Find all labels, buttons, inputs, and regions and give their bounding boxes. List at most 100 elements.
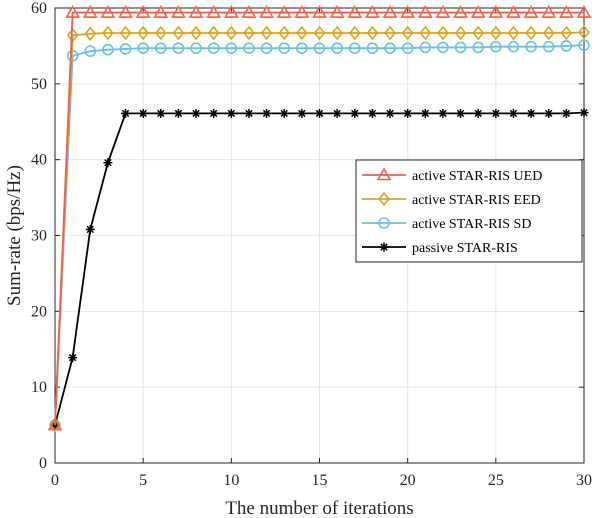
data-point	[223, 4, 239, 18]
data-point	[332, 108, 342, 118]
data-point	[523, 4, 539, 18]
asterisk-stroke	[245, 109, 253, 118]
data-point	[384, 42, 396, 54]
data-point	[102, 43, 114, 56]
asterisk-stroke	[527, 109, 535, 118]
asterisk-stroke	[315, 109, 324, 118]
series-line	[54, 31, 585, 426]
data-point	[172, 42, 185, 54]
data-point	[173, 108, 183, 118]
data-point	[278, 25, 291, 41]
data-point	[244, 108, 254, 118]
data-point	[153, 4, 169, 18]
data-point	[313, 25, 326, 41]
data-point	[541, 4, 557, 18]
data-point	[121, 108, 131, 118]
data-point	[260, 25, 273, 41]
y-tick-label: 50	[31, 76, 47, 93]
data-point	[347, 4, 363, 18]
x-tick-label: 25	[488, 472, 504, 489]
data-point	[507, 40, 520, 53]
data-point	[576, 4, 592, 18]
asterisk-stroke	[227, 109, 236, 118]
data-point	[315, 108, 324, 118]
data-point	[579, 108, 589, 118]
legend-label: active STAR-RIS UED	[412, 169, 542, 184]
data-point	[155, 42, 167, 54]
data-point	[206, 4, 222, 18]
data-point	[366, 42, 379, 54]
data-point	[296, 25, 308, 41]
series-active-star-ris-ued	[47, 4, 592, 431]
data-point	[103, 158, 113, 168]
data-point	[276, 4, 292, 18]
data-point	[135, 4, 151, 18]
data-point	[350, 108, 360, 118]
asterisk-stroke	[386, 109, 394, 118]
legend-item: active STAR-RIS SD	[362, 217, 531, 232]
data-point	[241, 4, 257, 18]
data-point	[560, 40, 573, 52]
data-point	[331, 25, 343, 41]
data-point	[172, 25, 185, 41]
data-point	[525, 25, 537, 41]
asterisk-stroke	[474, 109, 482, 118]
data-point	[66, 28, 79, 43]
data-point	[84, 45, 97, 58]
asterisk-stroke	[580, 108, 588, 117]
data-point	[331, 42, 343, 54]
asterisk-stroke	[403, 109, 412, 118]
data-point	[137, 25, 149, 41]
data-point	[401, 25, 414, 41]
data-point	[137, 42, 149, 54]
axis-ticks: 0 5 10 15 20 25 30 0 10 20 30 40 50 60	[31, 0, 592, 489]
series-group	[47, 4, 592, 433]
data-point	[85, 224, 95, 234]
data-point	[138, 108, 148, 118]
data-point	[278, 42, 291, 54]
data-point	[367, 108, 377, 118]
data-point	[578, 24, 590, 40]
data-point	[401, 42, 414, 54]
data-point	[209, 108, 219, 118]
data-point	[313, 42, 326, 54]
data-point	[348, 42, 361, 54]
data-point	[279, 108, 289, 118]
data-point	[419, 41, 432, 54]
data-point	[542, 25, 555, 41]
data-point	[119, 43, 132, 55]
y-tick-label: 60	[31, 0, 47, 17]
data-point	[262, 108, 272, 118]
y-tick-label: 10	[31, 379, 47, 396]
data-point	[65, 4, 81, 18]
data-point	[312, 4, 327, 18]
data-point	[472, 41, 485, 54]
data-point	[259, 4, 274, 18]
data-point	[382, 4, 398, 18]
data-point	[454, 25, 467, 41]
data-point	[243, 42, 255, 54]
data-point	[473, 108, 483, 118]
data-point	[171, 4, 186, 18]
data-point	[329, 4, 345, 18]
data-point	[470, 4, 486, 18]
series-active-star-ris-eed	[49, 24, 590, 433]
asterisk-stroke	[104, 158, 112, 167]
asterisk-stroke	[545, 109, 553, 118]
y-tick-label: 30	[31, 228, 47, 245]
data-point	[435, 4, 451, 18]
asterisk-stroke	[380, 243, 388, 251]
data-point	[437, 41, 449, 54]
data-point	[558, 4, 574, 18]
data-point	[490, 40, 502, 53]
legend-swatch-marker	[378, 191, 390, 207]
asterisk-stroke	[139, 109, 147, 118]
data-point	[560, 25, 573, 41]
data-point	[385, 108, 395, 118]
y-tick-label: 20	[31, 303, 47, 320]
data-point	[542, 40, 555, 53]
data-point	[506, 4, 521, 18]
asterisk-stroke	[298, 109, 306, 118]
data-point	[82, 4, 98, 18]
data-point	[68, 353, 78, 363]
